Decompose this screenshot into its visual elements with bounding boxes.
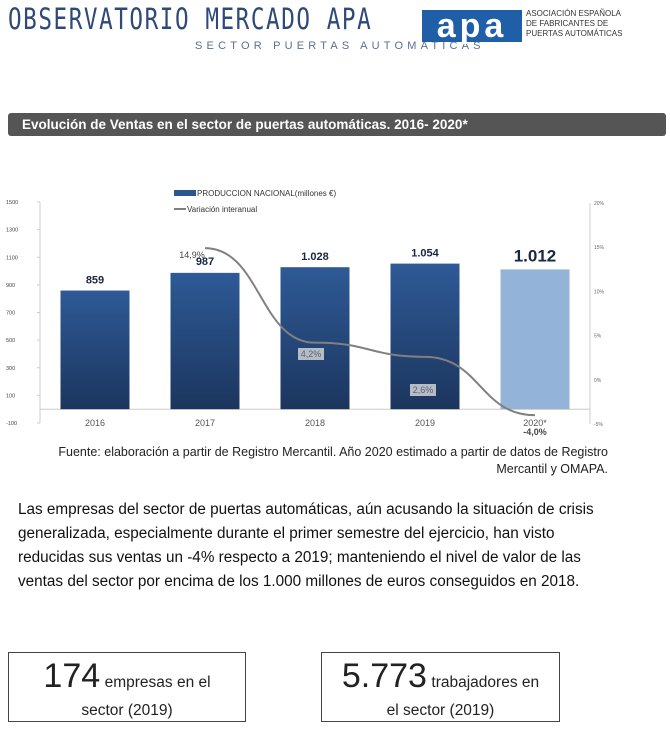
variation-label: 4,2% (301, 349, 322, 359)
bar-value-label: 987 (196, 256, 214, 268)
logo-text: apa (437, 7, 508, 45)
chart-source: Fuente: elaboración a partir de Registro… (58, 445, 608, 476)
variation-label: 14,9% (179, 250, 205, 260)
legend-bar-label: PRODUCCION NACIONAL(millones €) (197, 189, 336, 198)
right-tick-label: -5% (594, 422, 603, 428)
association-line: PUERTAS AUTOMÁTICAS (526, 29, 623, 38)
bar-2018 (280, 267, 350, 410)
section-title: Evolución de Ventas en el sector de puer… (8, 113, 666, 136)
bar-value-label: 1.012 (514, 246, 557, 265)
stat-text: trabajadores en (431, 674, 540, 691)
left-tick-label: 1300 (6, 228, 18, 234)
left-tick-label: 500 (6, 338, 15, 344)
legend-bar-swatch (174, 190, 196, 196)
left-tick-label: 300 (6, 366, 15, 372)
x-tick-label: 2019 (415, 418, 435, 428)
left-tick-label: 1500 (6, 200, 18, 206)
variation-label: 2,6% (413, 385, 434, 395)
left-tick-label: 900 (6, 283, 15, 289)
stat-number: 174 (43, 657, 101, 695)
stat-box-workers: 5.773 trabajadores en el sector (2019) (321, 652, 560, 722)
sales-chart: 1500 1300 1100 900 700 500 300 100 -100 20% 15% 10%… (6, 189, 605, 437)
left-tick-label: -100 (6, 421, 17, 427)
stat-number: 5.773 (341, 657, 427, 695)
association-line: DE FABRICANTES DE (526, 19, 609, 28)
right-tick-label: 5% (594, 334, 602, 340)
x-tick-label: 2018 (305, 418, 325, 428)
bar-value-label: 1.054 (411, 248, 439, 260)
variation-label: -4,0% (523, 427, 547, 437)
brand-title: OBSERVATORIO MERCADO APA (8, 2, 373, 36)
summary-paragraph: Las empresas del sector de puertas autom… (18, 501, 594, 590)
stat-text: empresas en el (104, 674, 211, 691)
x-tick-label: 2016 (85, 418, 105, 428)
right-tick-label: 15% (594, 245, 605, 251)
apa-logo: apa (422, 7, 522, 45)
right-tick-label: 20% (594, 201, 605, 207)
stat-text: sector (2019) (81, 702, 173, 719)
bar-value-label: 1.028 (301, 251, 329, 263)
legend-line-label: Variación interanual (187, 205, 257, 214)
x-tick-label: 2017 (195, 418, 215, 428)
variation-line (204, 247, 536, 417)
stat-box-companies: 174 empresas en el sector (2019) (8, 652, 246, 722)
variation-label-bg (410, 384, 436, 396)
right-tick-label: 0% (594, 378, 602, 384)
right-tick-label: 10% (594, 289, 605, 295)
bar-2020* (500, 269, 570, 410)
x-tick-label: 2020* (523, 418, 547, 428)
association-name: ASOCIACIÓN ESPAÑOLA DE FABRICANTES DE PU… (526, 9, 636, 39)
variation-label-bg (298, 348, 324, 360)
bar-2016 (60, 290, 130, 410)
bar-2017 (170, 272, 240, 410)
bar-value-label: 859 (86, 275, 104, 287)
left-tick-label: 100 (6, 393, 15, 399)
brand-subtitle: SECTOR PUERTAS AUTOMATICAS (195, 40, 485, 52)
stat-text: el sector (2019) (386, 702, 495, 719)
left-tick-label: 1100 (6, 255, 18, 261)
association-line: ASOCIACIÓN ESPAÑOLA (526, 9, 621, 18)
left-tick-label: 700 (6, 311, 15, 317)
